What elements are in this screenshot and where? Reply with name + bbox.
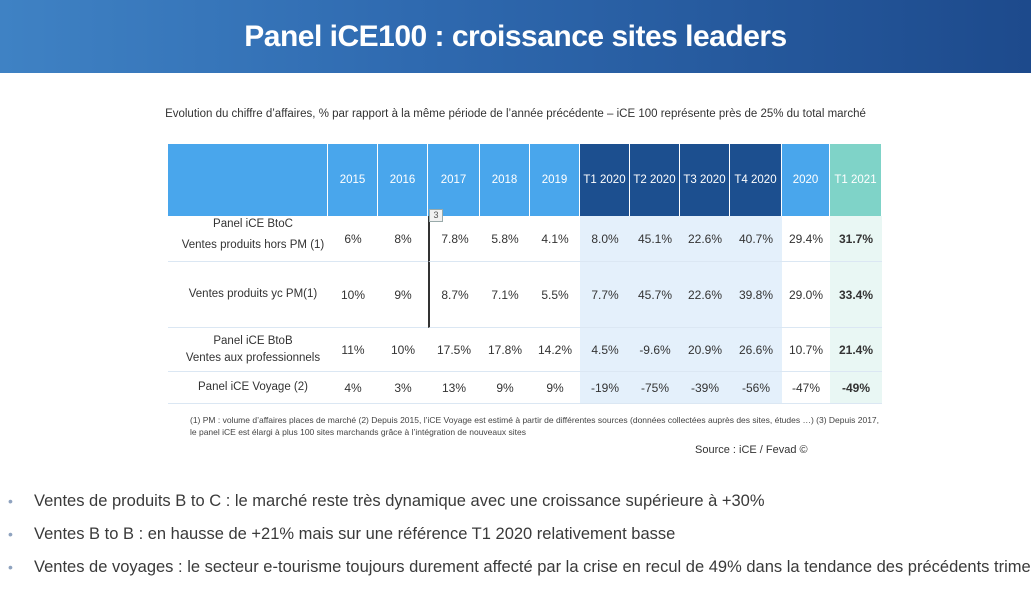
cell: 22.6%: [680, 262, 730, 328]
row-label: Panel iCE BtoB Ventes aux professionnels: [168, 328, 328, 372]
cell: 14.2%: [530, 328, 580, 372]
cell: 26.6%: [730, 328, 782, 372]
cell: 39.8%: [730, 262, 782, 328]
header-t1-2021: T1 2021: [830, 144, 882, 216]
cell: 10%: [378, 328, 428, 372]
cell: -39%: [680, 372, 730, 404]
cell-highlight: 31.7%: [830, 216, 882, 262]
header-corner: [168, 144, 328, 216]
bullet-icon: •: [8, 559, 13, 575]
bullet-text: Ventes de produits B to C : le marché re…: [34, 492, 765, 510]
cell: 9%: [480, 372, 530, 404]
header-t1-2020: T1 2020: [580, 144, 630, 216]
source-credit: Source : iCE / Fevad ©: [695, 444, 808, 456]
row-name: Ventes aux professionnels: [185, 351, 321, 364]
title-banner: Panel iCE100 : croissance sites leaders: [0, 0, 1031, 73]
cell: 20.9%: [680, 328, 730, 372]
header-2018: 2018: [480, 144, 530, 216]
cell: 5.8%: [480, 216, 530, 262]
cell: 17.8%: [480, 328, 530, 372]
cell-highlight: 21.4%: [830, 328, 882, 372]
header-t3-2020: T3 2020: [680, 144, 730, 216]
cell: 4.5%: [580, 328, 630, 372]
cell: 40.7%: [730, 216, 782, 262]
cell: 9%: [378, 262, 428, 328]
header-2017: 2017: [428, 144, 480, 216]
cell: 9%: [530, 372, 580, 404]
table-row: Panel iCE BtoC Ventes produits hors PM (1…: [168, 216, 882, 262]
list-item: • Ventes de voyages : le secteur e-touris…: [8, 554, 1031, 587]
footnote-marker: 3: [429, 209, 443, 222]
cell: 5.5%: [530, 262, 580, 328]
cell: 22.6%: [680, 216, 730, 262]
header-year-2020: 2020: [782, 144, 830, 216]
bullet-text: Ventes de voyages : le secteur e-tourism…: [34, 558, 1031, 576]
cell: 45.1%: [630, 216, 680, 262]
page-title: Panel iCE100 : croissance sites leaders: [244, 19, 787, 53]
cell: 6%: [328, 216, 378, 262]
cell: 7.7%: [580, 262, 630, 328]
row-group: Panel iCE BtoC: [213, 218, 293, 231]
cell-highlight: -49%: [830, 372, 882, 404]
table-row: Panel iCE BtoB Ventes aux professionnels …: [168, 328, 882, 372]
footnotes: (1) PM : volume d’affaires places de mar…: [190, 415, 880, 438]
cell: 8%: [378, 216, 428, 262]
bullet-icon: •: [8, 526, 13, 542]
header-2016: 2016: [378, 144, 428, 216]
cell: 4%: [328, 372, 378, 404]
cell: 7.8%: [428, 216, 480, 262]
cell: 45.7%: [630, 262, 680, 328]
header-t4-2020: T4 2020: [730, 144, 782, 216]
cell: 29.4%: [782, 216, 830, 262]
cell: -75%: [630, 372, 680, 404]
table-subtitle: Evolution du chiffre d’affaires, % par r…: [165, 108, 866, 120]
cell: 4.1%: [530, 216, 580, 262]
bullet-icon: •: [8, 493, 13, 509]
cell: -9.6%: [630, 328, 680, 372]
cell: 8.0%: [580, 216, 630, 262]
row-label: Ventes produits yc PM(1): [168, 262, 328, 328]
cell-highlight: 33.4%: [830, 262, 882, 328]
cell: 13%: [428, 372, 480, 404]
key-points-list: • Ventes de produits B to C : le marché r…: [8, 488, 1031, 587]
header-2019: 2019: [530, 144, 580, 216]
growth-table: 2015 2016 2017 2018 2019 T1 2020 T2 2020…: [168, 144, 882, 404]
row-label: Panel iCE BtoC Ventes produits hors PM (1…: [168, 216, 328, 262]
list-item: • Ventes de produits B to C : le marché r…: [8, 488, 1028, 521]
cell: 10%: [328, 262, 378, 328]
cell: -47%: [782, 372, 830, 404]
cell: 3%: [378, 372, 428, 404]
cell: 11%: [328, 328, 378, 372]
cell: 10.7%: [782, 328, 830, 372]
table-row: Panel iCE Voyage (2) 4% 3% 13% 9% 9% -19…: [168, 372, 882, 404]
header-2015: 2015: [328, 144, 378, 216]
row-label: Panel iCE Voyage (2): [168, 372, 328, 404]
cell: 8.7%: [428, 262, 480, 328]
bullet-text: Ventes B to B : en hausse de +21% mais s…: [34, 525, 676, 543]
table-row: Ventes produits yc PM(1) 10% 9% 8.7% 7.1…: [168, 262, 882, 328]
row-name: Ventes produits hors PM (1): [181, 238, 325, 251]
table-header-row: 2015 2016 2017 2018 2019 T1 2020 T2 2020…: [168, 144, 882, 216]
list-item: • Ventes B to B : en hausse de +21% mais …: [8, 521, 1028, 554]
cell: 7.1%: [480, 262, 530, 328]
cell: -19%: [580, 372, 630, 404]
row-group: Panel iCE BtoB: [213, 335, 293, 348]
header-t2-2020: T2 2020: [630, 144, 680, 216]
cell: 17.5%: [428, 328, 480, 372]
cell: 29.0%: [782, 262, 830, 328]
cell: -56%: [730, 372, 782, 404]
